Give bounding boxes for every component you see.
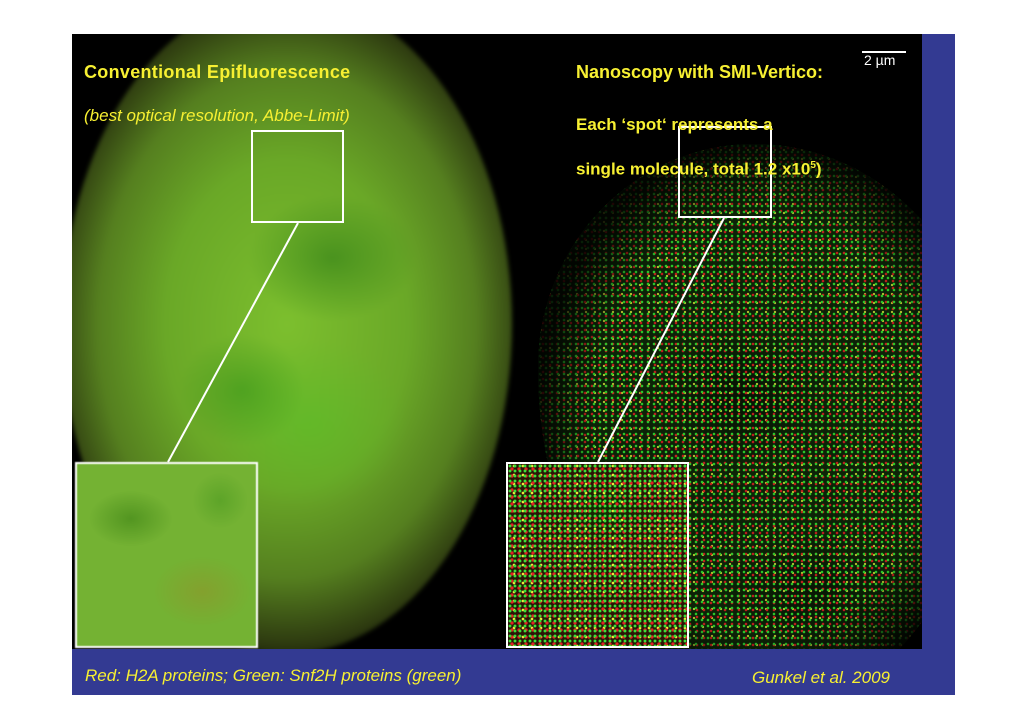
right-connector-line — [597, 217, 725, 463]
right-description-line2: single molecule, total 1.2 x105) — [576, 145, 822, 190]
slide: Conventional Epifluorescence (best optic… — [72, 34, 955, 695]
left-connector-line — [167, 222, 299, 463]
left-zoom-inset — [75, 462, 258, 648]
right-description-line2-text: single molecule, total 1.2 x10 — [576, 159, 811, 179]
right-description-line2-suffix: ) — [815, 159, 822, 179]
left-region-of-interest — [251, 130, 344, 223]
scale-bar — [862, 51, 906, 53]
microscopy-image: Conventional Epifluorescence (best optic… — [72, 34, 922, 649]
scale-bar-label: 2 µm — [864, 52, 896, 68]
zoom-connector-lines — [167, 217, 725, 463]
right-zoom-inset — [506, 462, 689, 648]
right-description-exponent: 5 — [810, 160, 816, 171]
left-panel-title: Conventional Epifluorescence — [84, 62, 351, 82]
color-legend-caption: Red: H2A proteins; Green: Snf2H proteins… — [85, 666, 462, 685]
right-description-line1: Each ‘spot‘ represents a — [576, 115, 773, 134]
left-panel-subtitle: (best optical resolution, Abbe-Limit) — [84, 106, 350, 125]
right-region-of-interest — [678, 126, 772, 218]
right-panel-title: Nanoscopy with SMI-Vertico: — [576, 62, 824, 82]
citation-caption: Gunkel et al. 2009 — [752, 668, 890, 687]
right-panel-description: Each ‘spot‘ represents a single molecule… — [576, 104, 822, 190]
